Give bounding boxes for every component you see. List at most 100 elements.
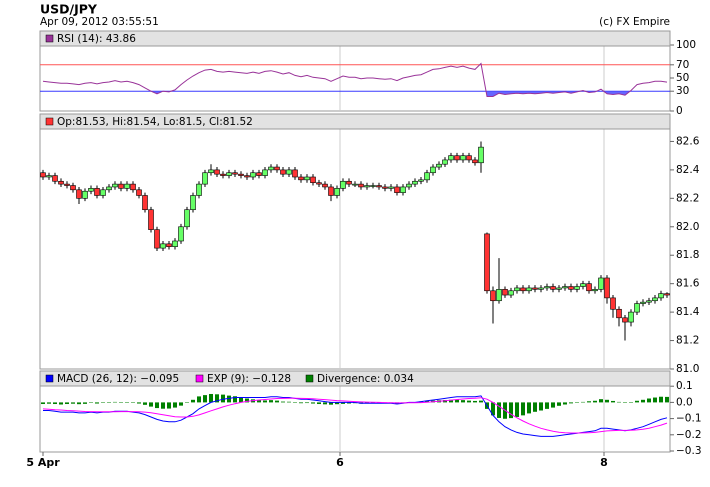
- y-tick-label: 81.0: [676, 363, 699, 375]
- candle-body: [496, 289, 502, 302]
- divergence-bar: [215, 394, 219, 403]
- candle-body: [208, 169, 214, 174]
- x-tick-label: 6: [336, 456, 344, 469]
- candle-body: [334, 188, 340, 196]
- candle-body: [202, 172, 208, 185]
- divergence-bar: [305, 402, 309, 404]
- candle-body: [586, 283, 592, 292]
- candle-body: [250, 172, 256, 178]
- legend-swatch: [305, 374, 314, 383]
- candle-body: [550, 286, 556, 290]
- divergence-bar: [119, 402, 123, 403]
- candle-body: [346, 180, 352, 185]
- candle-body: [46, 175, 52, 178]
- candle-body: [376, 185, 382, 188]
- candle-body: [238, 173, 244, 176]
- y-tick-label: 82.6: [676, 135, 700, 147]
- legend-label: EXP (9): −0.128: [207, 373, 291, 385]
- divergence-bar: [425, 400, 429, 403]
- divergence-bar: [551, 402, 555, 408]
- divergence-bar: [575, 402, 579, 403]
- divergence-bar: [461, 400, 465, 403]
- divergence-bar: [155, 402, 159, 409]
- divergence-bar: [77, 402, 81, 405]
- candle-body: [640, 301, 646, 304]
- divergence-bar: [605, 399, 609, 403]
- candle-body: [58, 180, 64, 185]
- divergence-bar: [293, 402, 297, 403]
- divergence-bar: [587, 401, 591, 403]
- divergence-bar: [83, 402, 87, 404]
- candle-body: [370, 185, 376, 187]
- y-tick-label: −0.3: [676, 445, 702, 457]
- candle-body: [160, 243, 166, 249]
- page-title: USD/JPY: [40, 2, 98, 17]
- y-tick-label: 81.6: [676, 278, 700, 290]
- candle-body: [184, 209, 190, 228]
- divergence-bar: [263, 400, 267, 403]
- divergence-bar: [629, 402, 633, 403]
- divergence-bar: [71, 402, 75, 404]
- candle-body: [484, 233, 490, 292]
- candle-body: [532, 287, 538, 290]
- candle-body: [232, 172, 238, 175]
- y-tick-label: 82.4: [676, 164, 700, 176]
- divergence-bar: [131, 402, 135, 403]
- divergence-bar: [245, 398, 249, 403]
- legend-label: MACD (26, 12): −0.095: [57, 373, 179, 385]
- candle-body: [322, 183, 328, 188]
- divergence-bar: [539, 402, 543, 411]
- candle-body: [526, 287, 532, 292]
- y-tick-label: 0.0: [676, 396, 693, 408]
- candle-body: [280, 169, 286, 175]
- divergence-bar: [467, 400, 471, 403]
- divergence-bar: [113, 401, 117, 403]
- divergence-bar: [533, 402, 537, 412]
- candle-body: [490, 290, 496, 302]
- candle-body: [364, 185, 370, 188]
- divergence-bar: [641, 399, 645, 403]
- divergence-bar: [137, 402, 141, 404]
- x-tick-label: 5 Apr: [26, 456, 60, 469]
- candle-body: [118, 183, 124, 189]
- candle-body: [622, 317, 628, 323]
- candle-body: [412, 180, 418, 185]
- candle-body: [40, 172, 46, 178]
- candle-body: [70, 185, 76, 191]
- macd-line: [43, 395, 668, 437]
- divergence-bar: [281, 401, 285, 403]
- divergence-bar: [323, 402, 327, 405]
- divergence-bar: [665, 396, 669, 403]
- candle-body: [268, 166, 274, 171]
- candle-body: [442, 159, 448, 165]
- divergence-bar: [239, 397, 243, 403]
- divergence-bar: [479, 400, 483, 403]
- divergence-bar: [233, 396, 237, 403]
- divergence-bar: [269, 400, 273, 403]
- candle-body: [286, 169, 292, 175]
- divergence-bar: [659, 396, 663, 403]
- legend-label: Op:81.53, Hi:81.54, Lo:81.5, Cl:81.52: [57, 116, 253, 128]
- candle-body: [478, 146, 484, 164]
- y-tick-label: 82.2: [676, 192, 699, 204]
- divergence-bar: [161, 402, 165, 409]
- divergence-bar: [311, 402, 315, 404]
- divergence-bar: [581, 401, 585, 403]
- candle-body: [178, 226, 184, 242]
- rsi-fill: [43, 91, 667, 97]
- y-tick-label: 0: [676, 105, 683, 117]
- candle-body: [142, 195, 148, 211]
- x-tick-label: 8: [600, 456, 608, 469]
- y-tick-label: −0.1: [676, 413, 702, 425]
- credit: (c) FX Empire: [599, 16, 670, 28]
- divergence-bar: [341, 402, 345, 404]
- divergence-bar: [41, 402, 45, 405]
- candle-body: [436, 163, 442, 168]
- candle-body: [172, 240, 178, 247]
- divergence-bar: [173, 402, 177, 408]
- candle-body: [298, 176, 304, 181]
- divergence-bar: [593, 400, 597, 403]
- candle-body: [136, 189, 142, 196]
- divergence-bar: [347, 402, 351, 404]
- panel-header: [39, 113, 671, 130]
